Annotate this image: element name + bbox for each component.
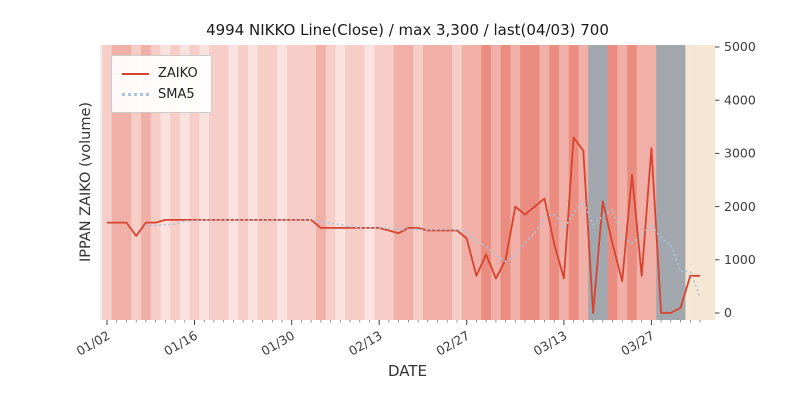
day-band: [510, 45, 521, 320]
day-band: [539, 45, 550, 320]
x-tick-label: 03/27: [618, 328, 657, 359]
day-band: [111, 45, 122, 320]
day-band: [218, 45, 229, 320]
day-band: [306, 45, 317, 320]
day-band: [384, 45, 395, 320]
day-band: [656, 45, 667, 320]
day-band: [238, 45, 249, 320]
day-band: [685, 45, 696, 320]
day-band: [588, 45, 599, 320]
day-band: [646, 45, 657, 320]
day-band: [354, 45, 365, 320]
day-band: [578, 45, 589, 320]
x-tick-label: 01/16: [161, 328, 200, 359]
day-band: [597, 45, 608, 320]
right-margin-band: [704, 45, 715, 320]
day-band: [549, 45, 560, 320]
day-band: [636, 45, 647, 320]
x-tick-label: 02/13: [346, 328, 385, 359]
y-tick-label: 3000: [724, 146, 756, 161]
day-band: [617, 45, 628, 320]
day-band: [286, 45, 297, 320]
y-tick-label: 1000: [724, 252, 756, 267]
day-band: [452, 45, 463, 320]
x-tick-label: 02/27: [433, 328, 472, 359]
day-band: [461, 45, 472, 320]
day-band: [520, 45, 531, 320]
y-tick-label: 0: [724, 305, 732, 320]
day-band: [559, 45, 570, 320]
day-band: [267, 45, 278, 320]
x-tick-label: 03/13: [531, 328, 570, 359]
legend-label-zaiko: ZAIKO: [158, 66, 198, 81]
y-tick-label: 4000: [724, 92, 756, 107]
day-band: [131, 45, 142, 320]
day-band: [695, 45, 706, 320]
x-tick-label: 01/30: [258, 328, 297, 359]
day-band: [209, 45, 220, 320]
day-band: [189, 45, 200, 320]
day-band: [335, 45, 346, 320]
sma5-line: [144, 199, 701, 298]
day-band: [568, 45, 579, 320]
day-band: [413, 45, 424, 320]
day-band: [345, 45, 356, 320]
day-band: [432, 45, 443, 320]
day-band: [529, 45, 540, 320]
day-band: [247, 45, 258, 320]
legend-item-sma5: SMA5: [122, 84, 198, 105]
x-tick-label: 01/02: [74, 328, 113, 359]
day-band: [490, 45, 502, 320]
legend-label-sma5: SMA5: [158, 87, 195, 102]
x-axis-label: DATE: [387, 362, 428, 380]
day-band: [481, 45, 492, 320]
day-band: [393, 45, 404, 320]
day-band: [422, 45, 433, 320]
day-band: [325, 45, 336, 320]
day-band: [170, 45, 181, 320]
day-band: [277, 45, 288, 320]
day-band: [500, 45, 511, 320]
day-band: [160, 45, 171, 320]
day-band: [316, 45, 327, 320]
day-band: [179, 45, 190, 320]
sma5-line-icon: [122, 93, 149, 96]
day-band: [403, 45, 414, 320]
day-band: [199, 45, 210, 320]
day-band: [228, 45, 239, 320]
zaiko-line-icon: [122, 72, 149, 75]
y-tick-label: 2000: [724, 199, 756, 214]
day-band: [607, 45, 618, 320]
legend-item-zaiko: ZAIKO: [122, 63, 198, 84]
day-band: [665, 45, 676, 320]
day-band: [150, 45, 161, 320]
day-band: [141, 45, 152, 320]
y-axis-label: IPPAN ZAIKO (volume): [78, 101, 94, 263]
day-band: [364, 45, 375, 320]
chart-title: 4994 NIKKO Line(Close) / max 3,300 / las…: [206, 21, 609, 39]
day-band: [442, 45, 453, 320]
day-band: [296, 45, 307, 320]
day-band: [121, 45, 132, 320]
y-tick-label: 5000: [724, 39, 756, 54]
day-band: [374, 45, 385, 320]
day-band: [257, 45, 268, 320]
day-band: [675, 45, 686, 320]
day-band: [102, 45, 113, 320]
legend: ZAIKO SMA5: [111, 55, 212, 113]
day-band: [471, 45, 482, 320]
